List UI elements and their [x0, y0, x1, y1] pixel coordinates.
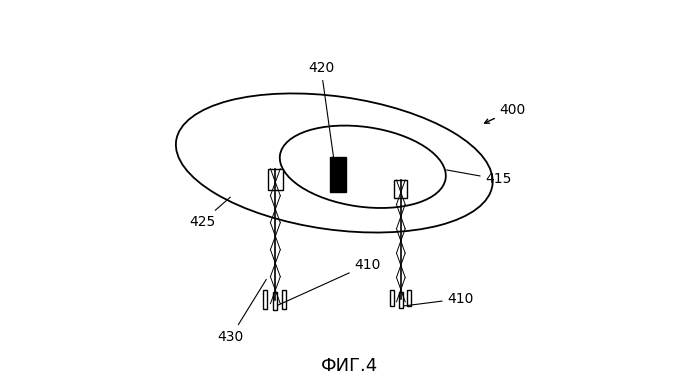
Text: 400: 400 — [484, 103, 526, 123]
Bar — [394, 180, 408, 198]
Bar — [407, 290, 410, 306]
Text: 410: 410 — [278, 257, 381, 305]
Bar — [268, 169, 282, 190]
Text: 425: 425 — [189, 197, 230, 229]
Text: 420: 420 — [308, 61, 338, 187]
Bar — [330, 157, 346, 192]
Text: ФИГ.4: ФИГ.4 — [321, 357, 378, 375]
Bar — [273, 292, 278, 310]
Text: 430: 430 — [218, 280, 266, 344]
Bar — [282, 290, 287, 309]
Text: 410: 410 — [403, 292, 474, 306]
Bar — [264, 290, 268, 309]
Text: 415: 415 — [447, 170, 512, 187]
Bar — [390, 290, 394, 306]
Bar — [399, 291, 403, 308]
